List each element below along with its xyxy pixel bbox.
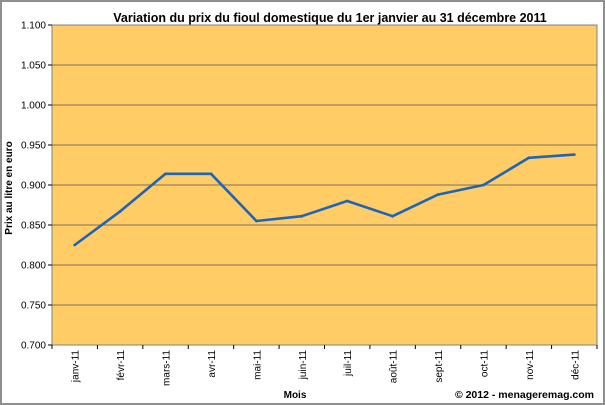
data-point xyxy=(254,219,258,223)
y-tick-label: 0.800 xyxy=(21,261,46,272)
x-tick-label: mai-11 xyxy=(252,350,263,380)
y-tick-label: 0.850 xyxy=(21,221,46,232)
data-point xyxy=(209,172,213,176)
x-axis-label: Mois xyxy=(284,390,307,401)
x-tick-label: oct-11 xyxy=(479,350,490,377)
y-tick-label: 0.950 xyxy=(21,141,46,152)
x-tick-label: sept-11 xyxy=(434,350,445,383)
y-tick-label: 0.700 xyxy=(21,341,46,352)
x-tick-label: janv-11 xyxy=(71,350,82,383)
y-axis-ticks: 0.700 0.750 0.800 0.850 0.900 0.950 1.000 1.050… xyxy=(21,21,52,352)
y-axis-label: Prix au litre en euro xyxy=(4,141,15,234)
y-tick-label: 0.750 xyxy=(21,301,46,312)
x-tick-label: juin-11 xyxy=(298,350,309,381)
series-points xyxy=(73,153,576,247)
credit-text: © 2012 - menageremag.com xyxy=(455,389,594,401)
x-tick-label: avr-11 xyxy=(207,350,218,378)
data-point xyxy=(527,156,531,160)
data-point xyxy=(436,193,440,197)
series-line xyxy=(73,153,575,247)
x-axis-ticks: janv-11 févr-11 mars-11 avr-11 mai-11 juin-11… xyxy=(51,345,598,386)
x-tick-label: déc-11 xyxy=(570,350,581,380)
grid-lines xyxy=(52,64,597,306)
y-tick-label: 1.050 xyxy=(21,61,46,72)
data-point xyxy=(572,153,576,157)
y-tick-label: 0.900 xyxy=(21,181,46,192)
y-tick-label: 1.100 xyxy=(21,21,46,32)
data-point xyxy=(164,172,167,176)
chart-title: Variation du prix du fioul domestique du… xyxy=(113,11,547,25)
data-point xyxy=(73,243,77,247)
y-tick-label: 1.000 xyxy=(21,101,46,112)
data-point xyxy=(118,210,122,213)
x-tick-label: juil-11 xyxy=(343,350,354,377)
data-point xyxy=(482,183,485,187)
x-tick-label: févr-11 xyxy=(116,350,127,381)
data-point xyxy=(300,214,304,218)
data-point xyxy=(345,199,349,203)
x-tick-label: mars-11 xyxy=(162,350,173,386)
x-tick-label: nov-11 xyxy=(525,350,536,380)
x-tick-label: août-11 xyxy=(389,350,400,384)
data-point xyxy=(391,214,395,218)
